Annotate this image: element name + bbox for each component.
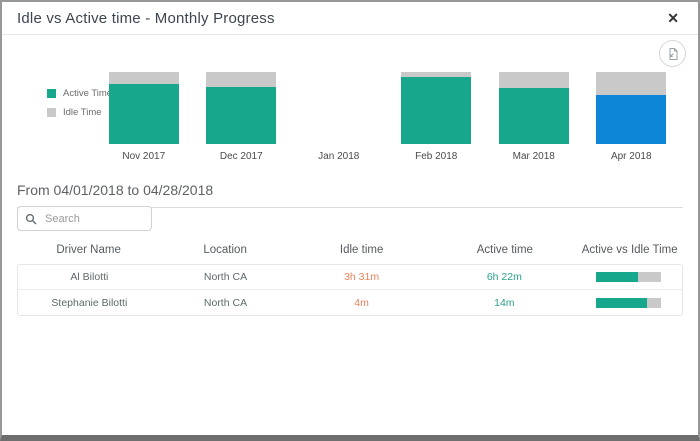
month-label: Apr 2018 — [610, 151, 652, 162]
stacked-bar[interactable] — [206, 72, 277, 144]
stacked-bar[interactable] — [498, 72, 569, 144]
period-label: From 04/01/2018 to 04/28/2018 — [17, 182, 214, 198]
active-segment — [596, 95, 667, 144]
chart-slot: Nov 2017 — [95, 72, 193, 167]
stacked-bar[interactable] — [108, 72, 179, 144]
active-time-cell: 6h 22m — [486, 271, 522, 283]
month-label: Mar 2018 — [512, 151, 555, 162]
active-segment — [108, 83, 179, 144]
month-label: Dec 2017 — [219, 151, 263, 162]
legend-label: Idle Time — [63, 107, 102, 118]
active-segment — [498, 87, 569, 144]
active-segment — [401, 77, 472, 144]
column-header: Location — [203, 244, 247, 256]
active-vs-idle-bar — [596, 297, 662, 308]
period-heading: From 04/01/2018 to 04/28/2018 — [17, 182, 683, 208]
active-vs-idle-bar-cell — [576, 297, 682, 308]
location-cell: North CA — [203, 271, 248, 283]
idle-segment — [206, 72, 277, 88]
stacked-bar[interactable] — [401, 72, 472, 144]
active-fill — [596, 272, 638, 282]
active-time-cell: 14m — [494, 296, 515, 309]
legend-item[interactable]: Idle Time — [47, 107, 112, 118]
idle-segment — [498, 72, 569, 88]
drivers-table: Driver Name Location Idle time Active time A… — [17, 240, 683, 316]
chart-slot: Dec 2017 — [193, 72, 291, 167]
active-segment — [206, 87, 277, 144]
active-vs-idle-bar-cell — [576, 272, 682, 282]
chart-slot: Mar 2018 — [485, 72, 583, 167]
stacked-bar[interactable] — [304, 72, 374, 144]
table-header-row: Driver Name Location Idle time Active time A… — [17, 240, 683, 264]
legend-swatch — [47, 89, 56, 98]
export-report-button[interactable] — [659, 40, 686, 67]
month-label: Nov 2017 — [122, 151, 166, 162]
export-report-icon — [666, 47, 680, 61]
dialog-title: Idle vs Active time - Monthly Progress — [17, 10, 275, 27]
chart-slot: Jan 2018 — [290, 72, 388, 167]
driver-name-cell: Stephanie Bilotti — [51, 296, 128, 309]
month-label: Feb 2018 — [415, 151, 458, 162]
close-icon[interactable]: ✕ — [667, 10, 679, 26]
column-header: Active vs Idle Time — [581, 244, 678, 256]
search-input[interactable] — [43, 211, 144, 226]
column-header: Driver Name — [56, 244, 121, 256]
location-cell: North CA — [203, 296, 248, 309]
dialog-header: Idle vs Active time - Monthly Progress ✕ — [2, 2, 698, 35]
chart-legend: Active Time Idle Time — [47, 88, 112, 126]
idle-segment — [401, 72, 472, 78]
column-header: Idle time — [339, 244, 384, 256]
table-body: Al Bilotti North CA 3h 31m 6h 22m Stephanie … — [17, 264, 683, 316]
idle-segment — [596, 72, 667, 96]
table-row[interactable]: Al Bilotti North CA 3h 31m 6h 22m — [18, 265, 682, 290]
stacked-bar[interactable] — [596, 72, 667, 144]
chart-slot: Feb 2018 — [388, 72, 486, 167]
idle-time-cell: 4m — [354, 296, 369, 309]
chart-slot: Apr 2018 — [583, 72, 681, 167]
legend-label: Active Time — [63, 88, 113, 99]
search-icon — [25, 213, 37, 225]
column-header: Active time — [476, 244, 533, 256]
active-fill — [596, 297, 648, 308]
legend-swatch — [47, 108, 56, 117]
month-label: Jan 2018 — [318, 151, 360, 162]
active-vs-idle-bar — [596, 272, 662, 282]
monthly-progress-chart: Active Time Idle Time Nov 2017 Dec 2017 Jan… — [2, 72, 698, 167]
idle-segment — [108, 72, 179, 84]
driver-name-cell: Al Bilotti — [70, 271, 109, 283]
search-box[interactable] — [17, 206, 152, 231]
table-row[interactable]: Stephanie Bilotti North CA 4m 14m — [18, 290, 682, 315]
legend-item[interactable]: Active Time — [47, 88, 112, 99]
idle-time-cell: 3h 31m — [344, 271, 380, 283]
chart-slots: Nov 2017 Dec 2017 Jan 2018 Feb 2018 Mar 2018… — [95, 72, 680, 167]
